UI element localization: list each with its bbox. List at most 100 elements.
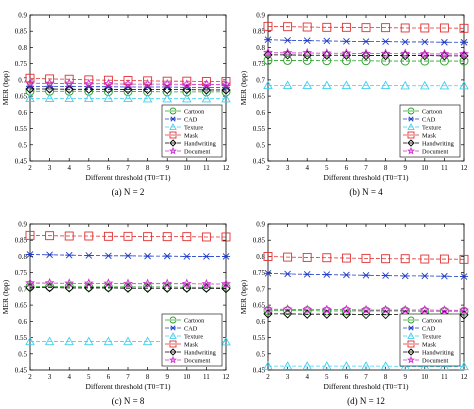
data-point-marker: [400, 56, 410, 66]
x-tick-label: 8: [146, 373, 150, 381]
x-axis-label: Different threshold (T0=T1): [86, 173, 171, 182]
data-point-marker: [420, 23, 430, 33]
data-point-marker: [123, 282, 133, 292]
x-tick-label: 11: [203, 164, 210, 172]
data-point-marker: [263, 80, 273, 90]
data-point-marker: [322, 271, 331, 278]
data-point-marker: [400, 48, 411, 58]
data-point-marker: [64, 282, 74, 292]
data-point-marker: [84, 231, 94, 241]
data-point-marker: [143, 252, 152, 260]
data-point-marker: [65, 251, 74, 259]
x-tick-label: 7: [364, 373, 368, 381]
data-point-marker: [222, 253, 230, 260]
data-point-marker: [283, 36, 292, 44]
y-tick-label: 0.75: [253, 60, 266, 68]
data-point-marker: [45, 74, 55, 84]
data-point-marker: [380, 48, 391, 58]
data-point-marker: [201, 278, 212, 289]
data-point-marker: [321, 304, 332, 314]
x-tick-label: 5: [325, 164, 329, 172]
data-point-marker: [123, 231, 133, 241]
y-tick-label: 0.9: [256, 12, 265, 20]
data-point-marker: [361, 48, 371, 58]
data-point-marker: [439, 48, 450, 59]
x-tick-label: 11: [203, 373, 210, 381]
series-line: [30, 287, 227, 289]
data-point-marker: [182, 232, 192, 242]
data-point-marker: [142, 93, 153, 103]
data-point-marker: [321, 48, 332, 58]
chart-panel-2: 0.45 0.5 0.55 0.6 0.65 0.7 0.75 0.8 0.85 0.9 2 3 4 5 6…: [239, 12, 469, 197]
data-point-marker: [182, 282, 192, 292]
data-point-marker: [302, 47, 313, 58]
series-cartoon: [25, 282, 231, 292]
legend-label: CAD: [422, 116, 436, 123]
x-tick-label: 11: [441, 164, 448, 172]
data-point-marker: [25, 93, 35, 103]
data-point-marker: [263, 47, 273, 57]
data-point-marker: [362, 271, 370, 279]
data-point-marker: [44, 93, 55, 103]
data-point-marker: [221, 282, 231, 292]
data-point-marker: [361, 23, 371, 33]
x-tick-label: 3: [286, 373, 290, 381]
data-point-marker: [264, 269, 272, 277]
y-tick-label: 0.75: [15, 60, 28, 68]
legend-label: Mask: [422, 341, 437, 348]
x-tick-label: 10: [421, 164, 429, 172]
legend-marker: [169, 316, 177, 324]
x-tick-label: 2: [266, 373, 270, 381]
data-point-marker: [459, 80, 469, 90]
legend-label: Handwriting: [184, 140, 217, 147]
y-tick-label: 0.45: [253, 158, 266, 166]
y-tick-label: 0.85: [15, 237, 28, 245]
legend-label: Document: [422, 148, 448, 155]
x-tick-label: 2: [28, 164, 32, 172]
y-tick-label: 0.85: [15, 28, 28, 36]
data-point-marker: [143, 232, 153, 242]
data-point-marker: [163, 252, 172, 260]
x-tick-label: 7: [364, 164, 368, 172]
data-point-marker: [460, 38, 468, 46]
data-point-marker: [341, 361, 352, 370]
x-tick-label: 7: [126, 373, 130, 381]
data-point-marker: [420, 80, 430, 90]
data-point-marker: [64, 336, 74, 346]
legend-marker: [169, 146, 177, 155]
data-point-marker: [25, 230, 35, 240]
data-point-marker: [381, 272, 390, 279]
y-tick-label: 0.65: [15, 302, 28, 310]
data-point-marker: [123, 336, 133, 346]
x-tick-label: 6: [345, 164, 349, 172]
data-point-marker: [123, 76, 133, 85]
legend-marker: [407, 316, 415, 324]
data-point-marker: [302, 80, 312, 90]
data-point-marker: [302, 22, 312, 32]
x-tick-label: 9: [403, 373, 407, 381]
y-tick-label: 0.7: [256, 76, 265, 84]
data-point-marker: [460, 273, 468, 280]
data-point-marker: [361, 361, 371, 370]
data-point-marker: [341, 48, 352, 58]
data-point-marker: [361, 80, 371, 90]
data-point-marker: [342, 271, 351, 279]
y-axis-label: MER (bpp): [239, 70, 248, 105]
data-point-marker: [103, 84, 114, 94]
y-tick-label: 0.7: [18, 76, 27, 84]
data-point-marker: [103, 282, 113, 292]
y-tick-label: 0.75: [253, 269, 266, 277]
data-point-marker: [25, 77, 35, 88]
series-document: [263, 304, 469, 315]
data-point-marker: [202, 253, 211, 260]
data-point-marker: [64, 93, 74, 103]
data-point-marker: [342, 37, 351, 45]
x-tick-label: 2: [266, 164, 270, 172]
subfigure-caption: (c) N = 8: [112, 396, 145, 406]
data-point-marker: [44, 84, 55, 94]
series-line: [30, 88, 226, 91]
series-line: [267, 256, 465, 260]
data-point-marker: [459, 361, 469, 371]
